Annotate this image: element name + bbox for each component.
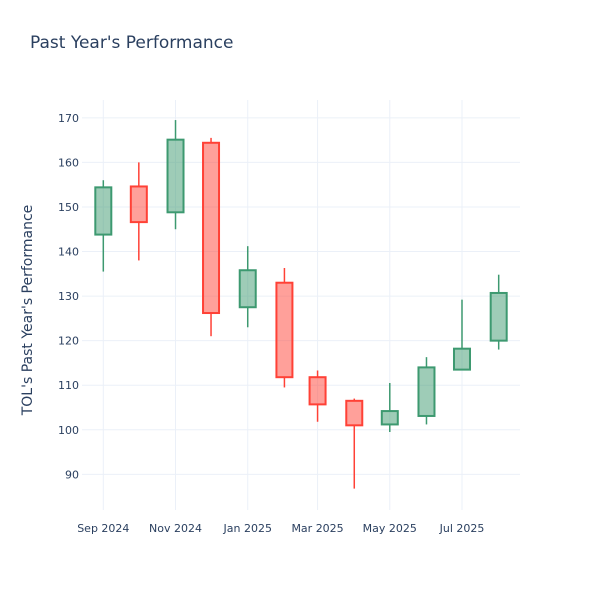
candle-decreasing bbox=[129, 162, 148, 261]
candle-body bbox=[129, 185, 148, 224]
y-tick-label: 90 bbox=[65, 468, 79, 481]
candle-increasing bbox=[238, 246, 257, 328]
candle-increasing bbox=[417, 357, 436, 425]
candle-body bbox=[275, 281, 294, 379]
gridlines bbox=[82, 100, 520, 510]
candle-decreasing bbox=[202, 137, 221, 337]
x-tick-label: Nov 2024 bbox=[149, 522, 202, 535]
candle-body bbox=[452, 347, 471, 371]
x-axis-ticks: Sep 2024 Nov 2024 Jan 2025 Mar 2025 May 2025… bbox=[77, 522, 484, 535]
y-tick-label: 160 bbox=[58, 156, 79, 169]
y-tick-label: 100 bbox=[58, 424, 79, 437]
candle-body bbox=[380, 410, 399, 426]
y-tick-label: 170 bbox=[58, 112, 79, 125]
y-tick-label: 150 bbox=[58, 201, 79, 214]
candle-increasing bbox=[380, 382, 399, 433]
candle-increasing bbox=[94, 180, 113, 272]
x-tick-label: May 2025 bbox=[363, 522, 417, 535]
candle-body bbox=[417, 366, 436, 417]
candle-decreasing bbox=[345, 398, 364, 489]
candle-body bbox=[94, 186, 113, 236]
candle-body bbox=[308, 376, 327, 406]
y-axis-title: TOL's Past Year's Performance bbox=[20, 205, 36, 417]
y-tick-label: 130 bbox=[58, 290, 79, 303]
x-tick-label: Jan 2025 bbox=[223, 522, 272, 535]
y-tick-label: 120 bbox=[58, 335, 79, 348]
candle-increasing bbox=[166, 120, 185, 230]
y-tick-label: 110 bbox=[58, 379, 79, 392]
x-tick-label: Mar 2025 bbox=[291, 522, 343, 535]
candle-increasing bbox=[452, 299, 471, 371]
candle-body bbox=[166, 138, 185, 214]
x-tick-label: Sep 2024 bbox=[77, 522, 129, 535]
candle-body bbox=[345, 399, 364, 427]
candle-body bbox=[202, 141, 221, 315]
candle-body bbox=[489, 291, 508, 342]
chart-title: Past Year's Performance bbox=[30, 33, 234, 53]
y-tick-label: 140 bbox=[58, 246, 79, 259]
x-tick-label: Jul 2025 bbox=[439, 522, 485, 535]
candle-body bbox=[238, 269, 257, 309]
candle-decreasing bbox=[275, 268, 294, 388]
candle-decreasing bbox=[308, 370, 327, 422]
candle-increasing bbox=[489, 274, 508, 350]
y-axis-ticks: 90 100 110 120 130 140 150 160 170 bbox=[58, 112, 79, 482]
candles bbox=[94, 120, 508, 489]
